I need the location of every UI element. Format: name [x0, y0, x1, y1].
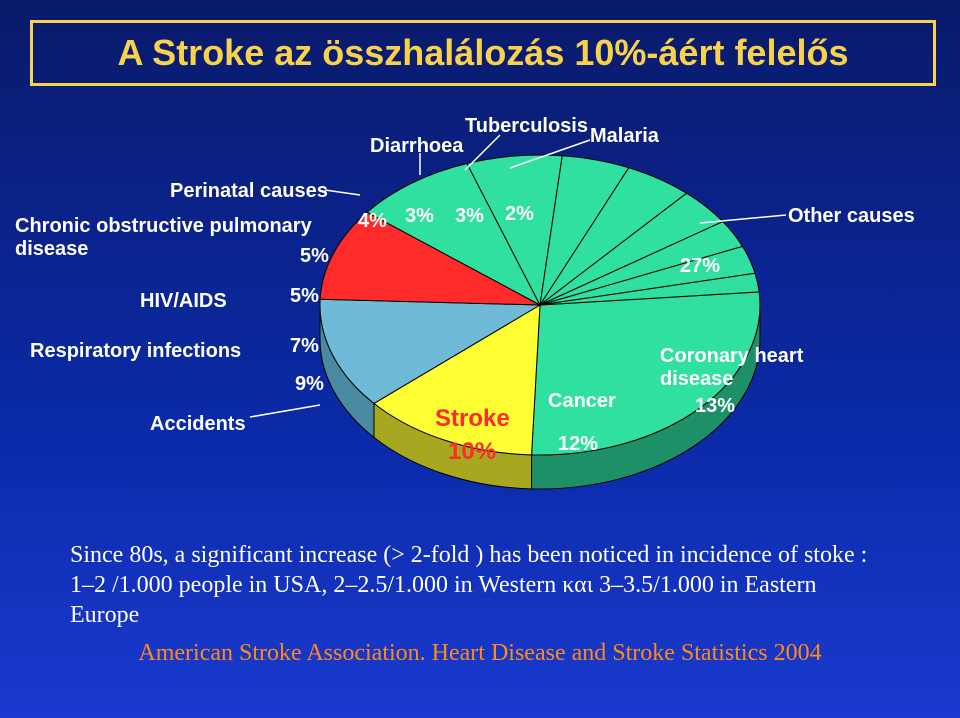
slice-label-chd: Coronary heartdisease — [660, 345, 803, 391]
footer-block: Since 80s, a significant increase (> 2-f… — [70, 540, 890, 668]
slide-title-text: A Stroke az összhalálozás 10%-áért felel… — [118, 32, 849, 74]
slice-pct-accidents: 9% — [295, 373, 324, 396]
slice-pct-perinatal: 4% — [358, 210, 387, 233]
pie-chart-container: Other causes 27% Coronary heartdisease 13% C… — [0, 95, 960, 525]
footer-source: American Stroke Association. Heart Disea… — [70, 638, 890, 668]
slice-label-diarrhoea: Diarrhoea — [370, 135, 463, 158]
slice-pct-other: 27% — [680, 255, 720, 278]
slice-label-accidents: Accidents — [150, 413, 246, 436]
slide-title: A Stroke az összhalálozás 10%-áért felel… — [30, 20, 936, 86]
slice-pct-malaria: 2% — [505, 203, 534, 226]
slice-pct-stroke: 10% — [448, 438, 496, 466]
slice-pct-hiv: 5% — [290, 285, 319, 308]
slice-pct-resp: 7% — [290, 335, 319, 358]
slice-label-other: Other causes — [788, 205, 915, 228]
slice-label-copd: Chronic obstructive pulmonarydisease — [15, 215, 312, 261]
slice-label-cancer: Cancer — [548, 390, 616, 413]
slice-pct-copd: 5% — [300, 245, 329, 268]
slice-pct-tb: 3% — [455, 205, 484, 228]
footer-line2: 1–2 /1.000 people in USA, 2–2.5/1.000 in… — [70, 570, 890, 630]
slice-label-hiv: HIV/AIDS — [140, 290, 227, 313]
slice-pct-chd: 13% — [695, 395, 735, 418]
slice-label-resp: Respiratory infections — [30, 340, 241, 363]
slice-label-tb: Tuberculosis — [465, 115, 588, 138]
slice-label-perinatal: Perinatal causes — [170, 180, 328, 203]
footer-line1: Since 80s, a significant increase (> 2-f… — [70, 540, 890, 570]
slice-label-stroke: Stroke — [435, 405, 510, 433]
slice-label-malaria: Malaria — [590, 125, 659, 148]
slice-pct-cancer: 12% — [558, 433, 598, 456]
slice-pct-diarrhoea: 3% — [405, 205, 434, 228]
